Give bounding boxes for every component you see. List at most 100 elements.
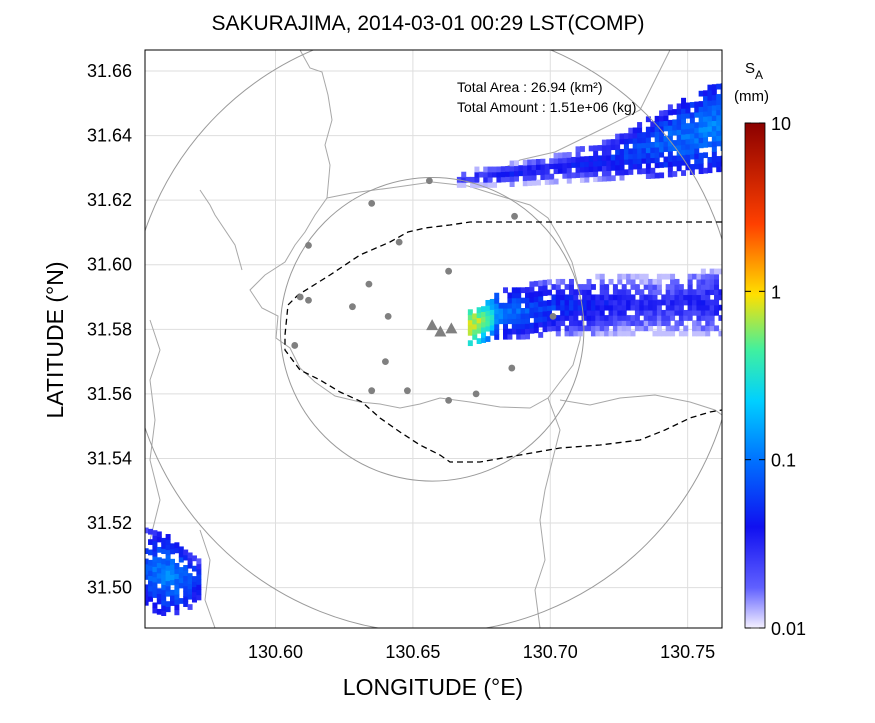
heat-cell <box>685 123 691 129</box>
heat-cell <box>698 137 704 144</box>
heat-cell <box>687 315 693 321</box>
heat-cell <box>663 110 669 116</box>
heat-cell <box>612 284 618 290</box>
heat-cell <box>507 297 513 304</box>
heat-cell <box>703 141 709 148</box>
heat-cell <box>562 172 568 179</box>
heat-cell <box>676 113 682 120</box>
heat-cell <box>714 289 720 296</box>
heat-cell <box>685 164 691 171</box>
heat-cell <box>597 145 603 151</box>
heat-cell <box>698 152 704 159</box>
heat-cell <box>692 273 698 280</box>
heat-cell <box>492 166 498 173</box>
heat-cell <box>619 138 625 145</box>
heat-cell <box>707 126 713 132</box>
heat-cell <box>656 299 662 306</box>
plot-frame <box>144 49 723 629</box>
station-dot <box>368 387 376 395</box>
heat-cell <box>503 333 509 340</box>
heat-cell <box>476 338 482 344</box>
heat-cell <box>593 176 599 183</box>
heat-cell <box>577 309 583 316</box>
heat-cell <box>196 579 202 585</box>
heat-cell <box>714 309 720 316</box>
heat-cell <box>187 562 193 569</box>
heat-cell <box>538 321 544 328</box>
heat-cell <box>516 328 522 335</box>
heat-cell <box>494 323 500 330</box>
heat-cell <box>183 596 189 602</box>
heat-cell <box>573 320 579 327</box>
heat-cell <box>709 278 715 285</box>
heat-cell <box>518 170 524 177</box>
heat-cell <box>472 318 478 325</box>
colorbar-gradient <box>744 122 766 629</box>
heat-cell <box>145 548 149 555</box>
heat-cell <box>645 142 651 148</box>
heat-cell <box>538 311 544 318</box>
heat-cell <box>674 278 680 285</box>
heat-cell <box>648 315 654 321</box>
heat-cell <box>145 594 149 601</box>
heat-cell <box>621 325 627 332</box>
heat-cell <box>703 90 709 97</box>
heat-cell <box>628 163 634 170</box>
heat-cell <box>544 173 550 180</box>
heat-cell <box>599 309 605 316</box>
heat-cell <box>557 157 563 164</box>
heat-cell <box>152 555 158 562</box>
heat-cell <box>178 546 184 553</box>
heat-cell <box>187 552 193 559</box>
heat-cell <box>489 304 495 310</box>
heat-cell <box>170 548 175 555</box>
heat-cell <box>612 315 618 321</box>
heat-cell <box>533 291 539 297</box>
heat-cell <box>595 273 601 280</box>
heat-cell <box>568 309 574 316</box>
heat-cell <box>529 327 535 334</box>
heat-cell <box>681 149 687 156</box>
heat-cell <box>608 330 614 337</box>
heat-cell <box>568 289 574 296</box>
heat-cell <box>670 315 676 321</box>
heat-cell <box>165 580 171 587</box>
heat-cell <box>599 325 605 332</box>
heat-cell <box>165 570 171 576</box>
heat-cell <box>654 126 660 132</box>
heat-cell <box>720 103 722 110</box>
heat-cell <box>586 325 592 332</box>
heat-cell <box>672 124 678 131</box>
heat-cell <box>648 278 654 285</box>
heat-cell <box>595 325 601 332</box>
heat-cell <box>720 155 722 162</box>
heat-cell <box>196 568 202 575</box>
heat-cell <box>496 166 502 173</box>
heat-cell <box>520 313 526 319</box>
y-tick-label: 31.56 <box>87 384 132 404</box>
heat-cell <box>553 178 559 185</box>
station-dot <box>296 293 304 301</box>
heat-cell <box>612 289 618 296</box>
heat-cell <box>707 120 713 127</box>
heat-cell <box>183 549 189 556</box>
heat-cell <box>689 133 695 139</box>
heat-cell <box>148 528 154 535</box>
x-tick-label: 130.60 <box>248 642 303 662</box>
heat-cell <box>516 333 522 340</box>
heat-cell <box>507 308 513 314</box>
heat-cell <box>174 568 180 574</box>
heat-cell <box>665 330 671 337</box>
heat-cell <box>685 112 691 119</box>
heat-cell <box>687 299 693 306</box>
heat-cell <box>156 572 162 579</box>
heat-cell <box>641 147 647 154</box>
heat-cell <box>586 299 592 306</box>
heat-cell <box>573 309 579 316</box>
station-dot <box>382 358 389 366</box>
heat-cell <box>557 162 563 169</box>
heat-cell <box>648 294 654 301</box>
heat-cell <box>604 294 610 301</box>
heat-cell <box>709 315 715 321</box>
heat-cell <box>663 161 669 168</box>
